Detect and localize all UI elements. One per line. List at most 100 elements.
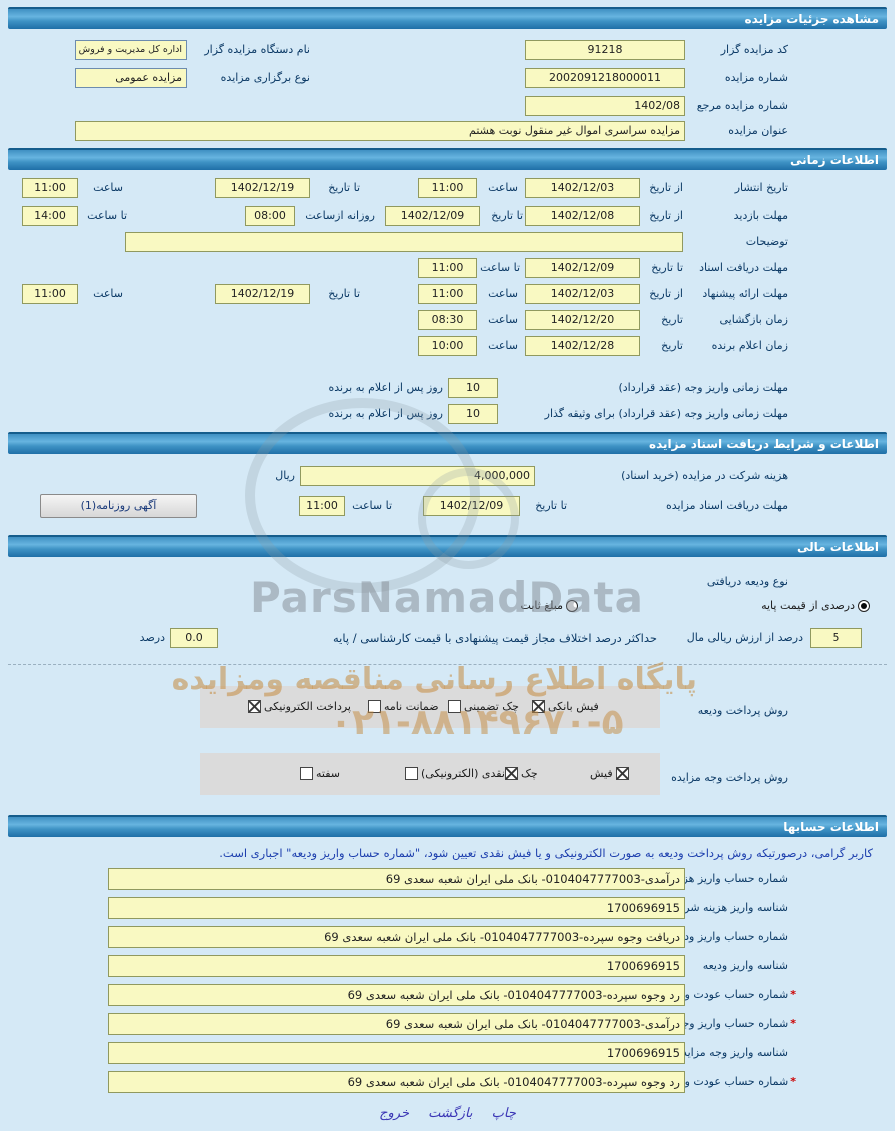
offer-deadline-label: مهلت ارائه پیشنهاد — [702, 287, 788, 300]
participation-fee-field[interactable]: 4,000,000 — [300, 466, 535, 486]
dashed-divider — [8, 664, 887, 665]
auction-type-label: نوع برگزاری مزایده — [220, 71, 310, 84]
auction-title-label: عنوان مزایده — [728, 124, 788, 137]
deposit-option-guarantee-letter[interactable]: ضمانت نامه — [368, 700, 439, 713]
auction-return-account-field[interactable]: رد وجوه سپرده-0104047777003- بانک ملی ای… — [108, 1071, 685, 1093]
visit-deadline-label: مهلت بازدید — [733, 209, 788, 222]
max-diff-field[interactable]: 0.0 — [170, 628, 218, 648]
electronic-payment-checkbox[interactable] — [248, 700, 261, 713]
opening-time-field[interactable]: 08:30 — [418, 310, 477, 330]
deposit-percent-field[interactable]: 5 — [810, 628, 862, 648]
section-header-document-terms: اطلاعات و شرایط دریافت اسناد مزایده — [8, 432, 887, 454]
bank-slip-checkbox[interactable] — [532, 700, 545, 713]
docs-until-time-field[interactable]: 11:00 — [418, 258, 477, 278]
print-link[interactable]: چاپ — [491, 1106, 516, 1121]
winner-time-field[interactable]: 10:00 — [418, 336, 477, 356]
back-link[interactable]: بازگشت — [428, 1106, 473, 1121]
winner-date-field[interactable]: 1402/12/28 — [525, 336, 640, 356]
docs-deadline-label: مهلت دریافت اسناد — [699, 261, 788, 274]
deposit-id-field[interactable]: 1700696915 — [108, 955, 685, 977]
currency-label: ریال — [275, 469, 295, 482]
exit-link[interactable]: خروج — [379, 1106, 410, 1121]
payment-option-cash-electronic[interactable]: نقدی (الکترونیکی) — [405, 767, 505, 780]
visit-until-time-field[interactable]: 14:00 — [22, 206, 78, 226]
section-title: مشاهده جزئیات مزایده — [744, 12, 879, 26]
time-label: ساعت — [488, 313, 518, 326]
offer-to-date-field[interactable]: 1402/12/19 — [215, 284, 310, 304]
payment-deadline-label: مهلت زمانی واریز وجه (عقد قرارداد) — [618, 381, 788, 394]
docs-receive-time-field[interactable]: 11:00 — [299, 496, 345, 516]
notes-field[interactable] — [125, 232, 683, 252]
from-date-label: از تاریخ — [649, 287, 683, 300]
auction-number-field[interactable]: 2002091218000011 — [525, 68, 685, 88]
date-label: تاریخ — [661, 339, 683, 352]
watermark-brand-text: ParsNamadData — [250, 573, 644, 622]
publish-to-time-field[interactable]: 11:00 — [22, 178, 78, 198]
auction-code-field[interactable]: 91218 — [525, 40, 685, 60]
check-checkbox[interactable] — [505, 767, 518, 780]
section-title: اطلاعات و شرایط دریافت اسناد مزایده — [648, 437, 879, 451]
deposit-option-bank-slip[interactable]: فیش بانکی — [532, 700, 599, 713]
guarantor-payment-deadline-label: مهلت زمانی واریز وجه (عقد قرارداد) برای … — [544, 407, 788, 420]
offer-from-date-field[interactable]: 1402/12/03 — [525, 284, 640, 304]
footer-links: چاپ بازگشت خروج — [0, 1102, 895, 1121]
section-header-details: مشاهده جزئیات مزایده — [8, 7, 887, 29]
org-name-field[interactable]: اداره کل مدیریت و فروش اموال — [75, 40, 187, 60]
time-label: ساعت — [488, 181, 518, 194]
payment-deadline-suffix: روز پس از اعلام به برنده — [328, 407, 443, 420]
visit-daily-time-field[interactable]: 08:00 — [245, 206, 295, 226]
deposit-return-account-label: *شماره حساب عودت ودیعه — [665, 988, 796, 1001]
section-title: اطلاعات زمانی — [790, 153, 879, 167]
auction-payment-id-field[interactable]: 1700696915 — [108, 1042, 685, 1064]
deposit-option-certified-check[interactable]: چک تضمینی — [448, 700, 519, 713]
certified-check-checkbox[interactable] — [448, 700, 461, 713]
payment-deadline-days-field[interactable]: 10 — [448, 378, 498, 398]
docs-to-date-field[interactable]: 1402/12/09 — [525, 258, 640, 278]
deposit-option-electronic-payment[interactable]: پرداخت الکترونیکی — [248, 700, 351, 713]
deposit-account-field[interactable]: دریافت وجوه سپرده-0104047777003- بانک مل… — [108, 926, 685, 948]
cash-electronic-checkbox[interactable] — [405, 767, 418, 780]
deposit-percent-label: درصد از ارزش ریالی مال — [686, 631, 803, 644]
guarantee-letter-checkbox[interactable] — [368, 700, 381, 713]
promissory-note-checkbox[interactable] — [300, 767, 313, 780]
offer-from-time-field[interactable]: 11:00 — [418, 284, 477, 304]
ref-number-field[interactable]: 1402/08 — [525, 96, 685, 116]
radio-icon[interactable] — [858, 599, 870, 612]
deposit-id-label: شناسه واریز ودیعه — [702, 959, 788, 972]
publish-from-date-field[interactable]: 1402/12/03 — [525, 178, 640, 198]
visit-to-date-field[interactable]: 1402/12/09 — [385, 206, 480, 226]
payment-option-check[interactable]: چک — [505, 767, 538, 780]
deposit-return-account-field[interactable]: رد وجوه سپرده-0104047777003- بانک ملی ای… — [108, 984, 685, 1006]
deposit-method-label: روش پرداخت ودیعه — [697, 704, 788, 717]
guarantor-payment-days-field[interactable]: 10 — [448, 404, 498, 424]
auction-code-label: کد مزایده گزار — [720, 43, 788, 56]
payment-option-promissory-note[interactable]: سفته — [300, 767, 340, 780]
offer-to-time-field[interactable]: 11:00 — [22, 284, 78, 304]
time-label: ساعت — [93, 287, 123, 300]
deposit-type-percent-radio[interactable]: درصدی از قیمت پایه — [761, 599, 870, 612]
auction-payment-account-field[interactable]: درآمدی-0104047777003- بانک ملی ایران شعب… — [108, 1013, 685, 1035]
auction-type-field[interactable]: مزایده عمومی — [75, 68, 187, 88]
time-label: ساعت — [488, 287, 518, 300]
fee-deposit-id-field[interactable]: 1700696915 — [108, 897, 685, 919]
participation-fee-label: هزینه شرکت در مزایده (خرید اسناد) — [621, 469, 788, 482]
notes-label: توضیحات — [745, 235, 788, 248]
section-title: اطلاعات حسابها — [783, 820, 879, 834]
newspaper-ad-button[interactable]: آگهی روزنامه(1) — [40, 494, 197, 518]
radio-icon[interactable] — [566, 599, 578, 612]
slip-checkbox[interactable] — [615, 767, 629, 780]
publish-from-time-field[interactable]: 11:00 — [418, 178, 477, 198]
visit-from-date-field[interactable]: 1402/12/08 — [525, 206, 640, 226]
deposit-type-fixed-radio[interactable]: مبلغ ثابت — [521, 599, 578, 612]
deposit-method-panel — [200, 686, 660, 728]
publish-to-date-field[interactable]: 1402/12/19 — [215, 178, 310, 198]
section-header-financial: اطلاعات مالی — [8, 535, 887, 557]
docs-receive-date-field[interactable]: 1402/12/09 — [423, 496, 520, 516]
fee-deposit-account-field[interactable]: درآمدی-0104047777003- بانک ملی ایران شعب… — [108, 868, 685, 890]
from-date-label: از تاریخ — [649, 209, 683, 222]
auction-title-field[interactable]: مزایده سراسری اموال غیر منقول نوبت هشتم — [75, 121, 685, 141]
opening-date-field[interactable]: 1402/12/20 — [525, 310, 640, 330]
time-label: ساعت — [488, 339, 518, 352]
required-asterisk: * — [790, 1017, 796, 1030]
payment-option-slip[interactable]: فیش — [590, 767, 629, 780]
